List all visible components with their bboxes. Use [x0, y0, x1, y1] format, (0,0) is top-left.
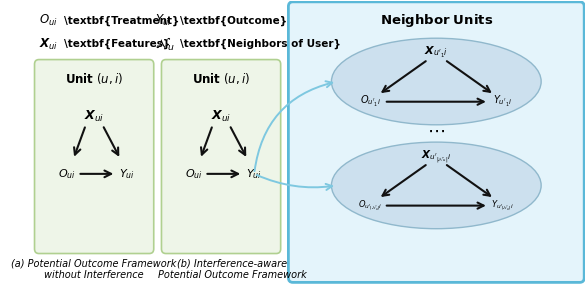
Text: (b) Interference-aware
Potential Outcome Framework: (b) Interference-aware Potential Outcome… — [158, 258, 306, 280]
Text: \textbf{Outcome}: \textbf{Outcome} — [180, 16, 287, 26]
Text: $\mathbf{Unit}\ (u,i)$: $\mathbf{Unit}\ (u,i)$ — [192, 71, 250, 86]
Text: \textbf{Neighbors of User}: \textbf{Neighbors of User} — [180, 39, 340, 49]
Ellipse shape — [332, 38, 541, 125]
Text: $\boldsymbol{X}_{u'_1 i}$: $\boldsymbol{X}_{u'_1 i}$ — [424, 45, 448, 60]
Text: $Y_{u'_1 i}$: $Y_{u'_1 i}$ — [493, 94, 512, 109]
Text: $O_{ui}$: $O_{ui}$ — [39, 13, 57, 28]
Text: $\boldsymbol{X}_{ui}$: $\boldsymbol{X}_{ui}$ — [211, 108, 231, 124]
Text: $\mathbf{Neighbor\ Units}$: $\mathbf{Neighbor\ Units}$ — [380, 12, 493, 29]
Text: $\boldsymbol{X}_{ui}$: $\boldsymbol{X}_{ui}$ — [39, 37, 58, 52]
Text: $\mathcal{N}_u$: $\mathcal{N}_u$ — [155, 35, 175, 52]
Text: \textbf{Treatment}: \textbf{Treatment} — [64, 16, 179, 26]
Text: $\mathbf{Unit}\ (u,i)$: $\mathbf{Unit}\ (u,i)$ — [65, 71, 123, 86]
Ellipse shape — [332, 142, 541, 229]
Text: $\boldsymbol{X}_{ui}$: $\boldsymbol{X}_{ui}$ — [84, 108, 104, 124]
FancyBboxPatch shape — [162, 59, 281, 253]
Text: $O_{u'_1 i}$: $O_{u'_1 i}$ — [360, 94, 380, 109]
Text: $Y_{ui}$: $Y_{ui}$ — [155, 13, 172, 28]
Text: $Y_{u'_{|\mathcal{N}_u|}i}$: $Y_{u'_{|\mathcal{N}_u|}i}$ — [491, 199, 514, 213]
Text: \textbf{Features}: \textbf{Features} — [64, 39, 170, 49]
Text: $\boldsymbol{X}_{u'_{|\mathcal{N}_u|}i}$: $\boldsymbol{X}_{u'_{|\mathcal{N}_u|}i}$ — [421, 148, 451, 165]
Text: (a) Potential Outcome Framework
without Interference: (a) Potential Outcome Framework without … — [12, 258, 177, 280]
Text: $O_{u'_{|\mathcal{N}_u|}i}$: $O_{u'_{|\mathcal{N}_u|}i}$ — [358, 199, 382, 213]
Text: $Y_{ui}$: $Y_{ui}$ — [246, 167, 262, 181]
Text: $Y_{ui}$: $Y_{ui}$ — [120, 167, 135, 181]
Text: $\cdots$: $\cdots$ — [427, 122, 445, 139]
FancyBboxPatch shape — [288, 2, 584, 282]
Text: $O_{ui}$: $O_{ui}$ — [57, 167, 76, 181]
FancyBboxPatch shape — [35, 59, 154, 253]
Text: $O_{ui}$: $O_{ui}$ — [185, 167, 202, 181]
